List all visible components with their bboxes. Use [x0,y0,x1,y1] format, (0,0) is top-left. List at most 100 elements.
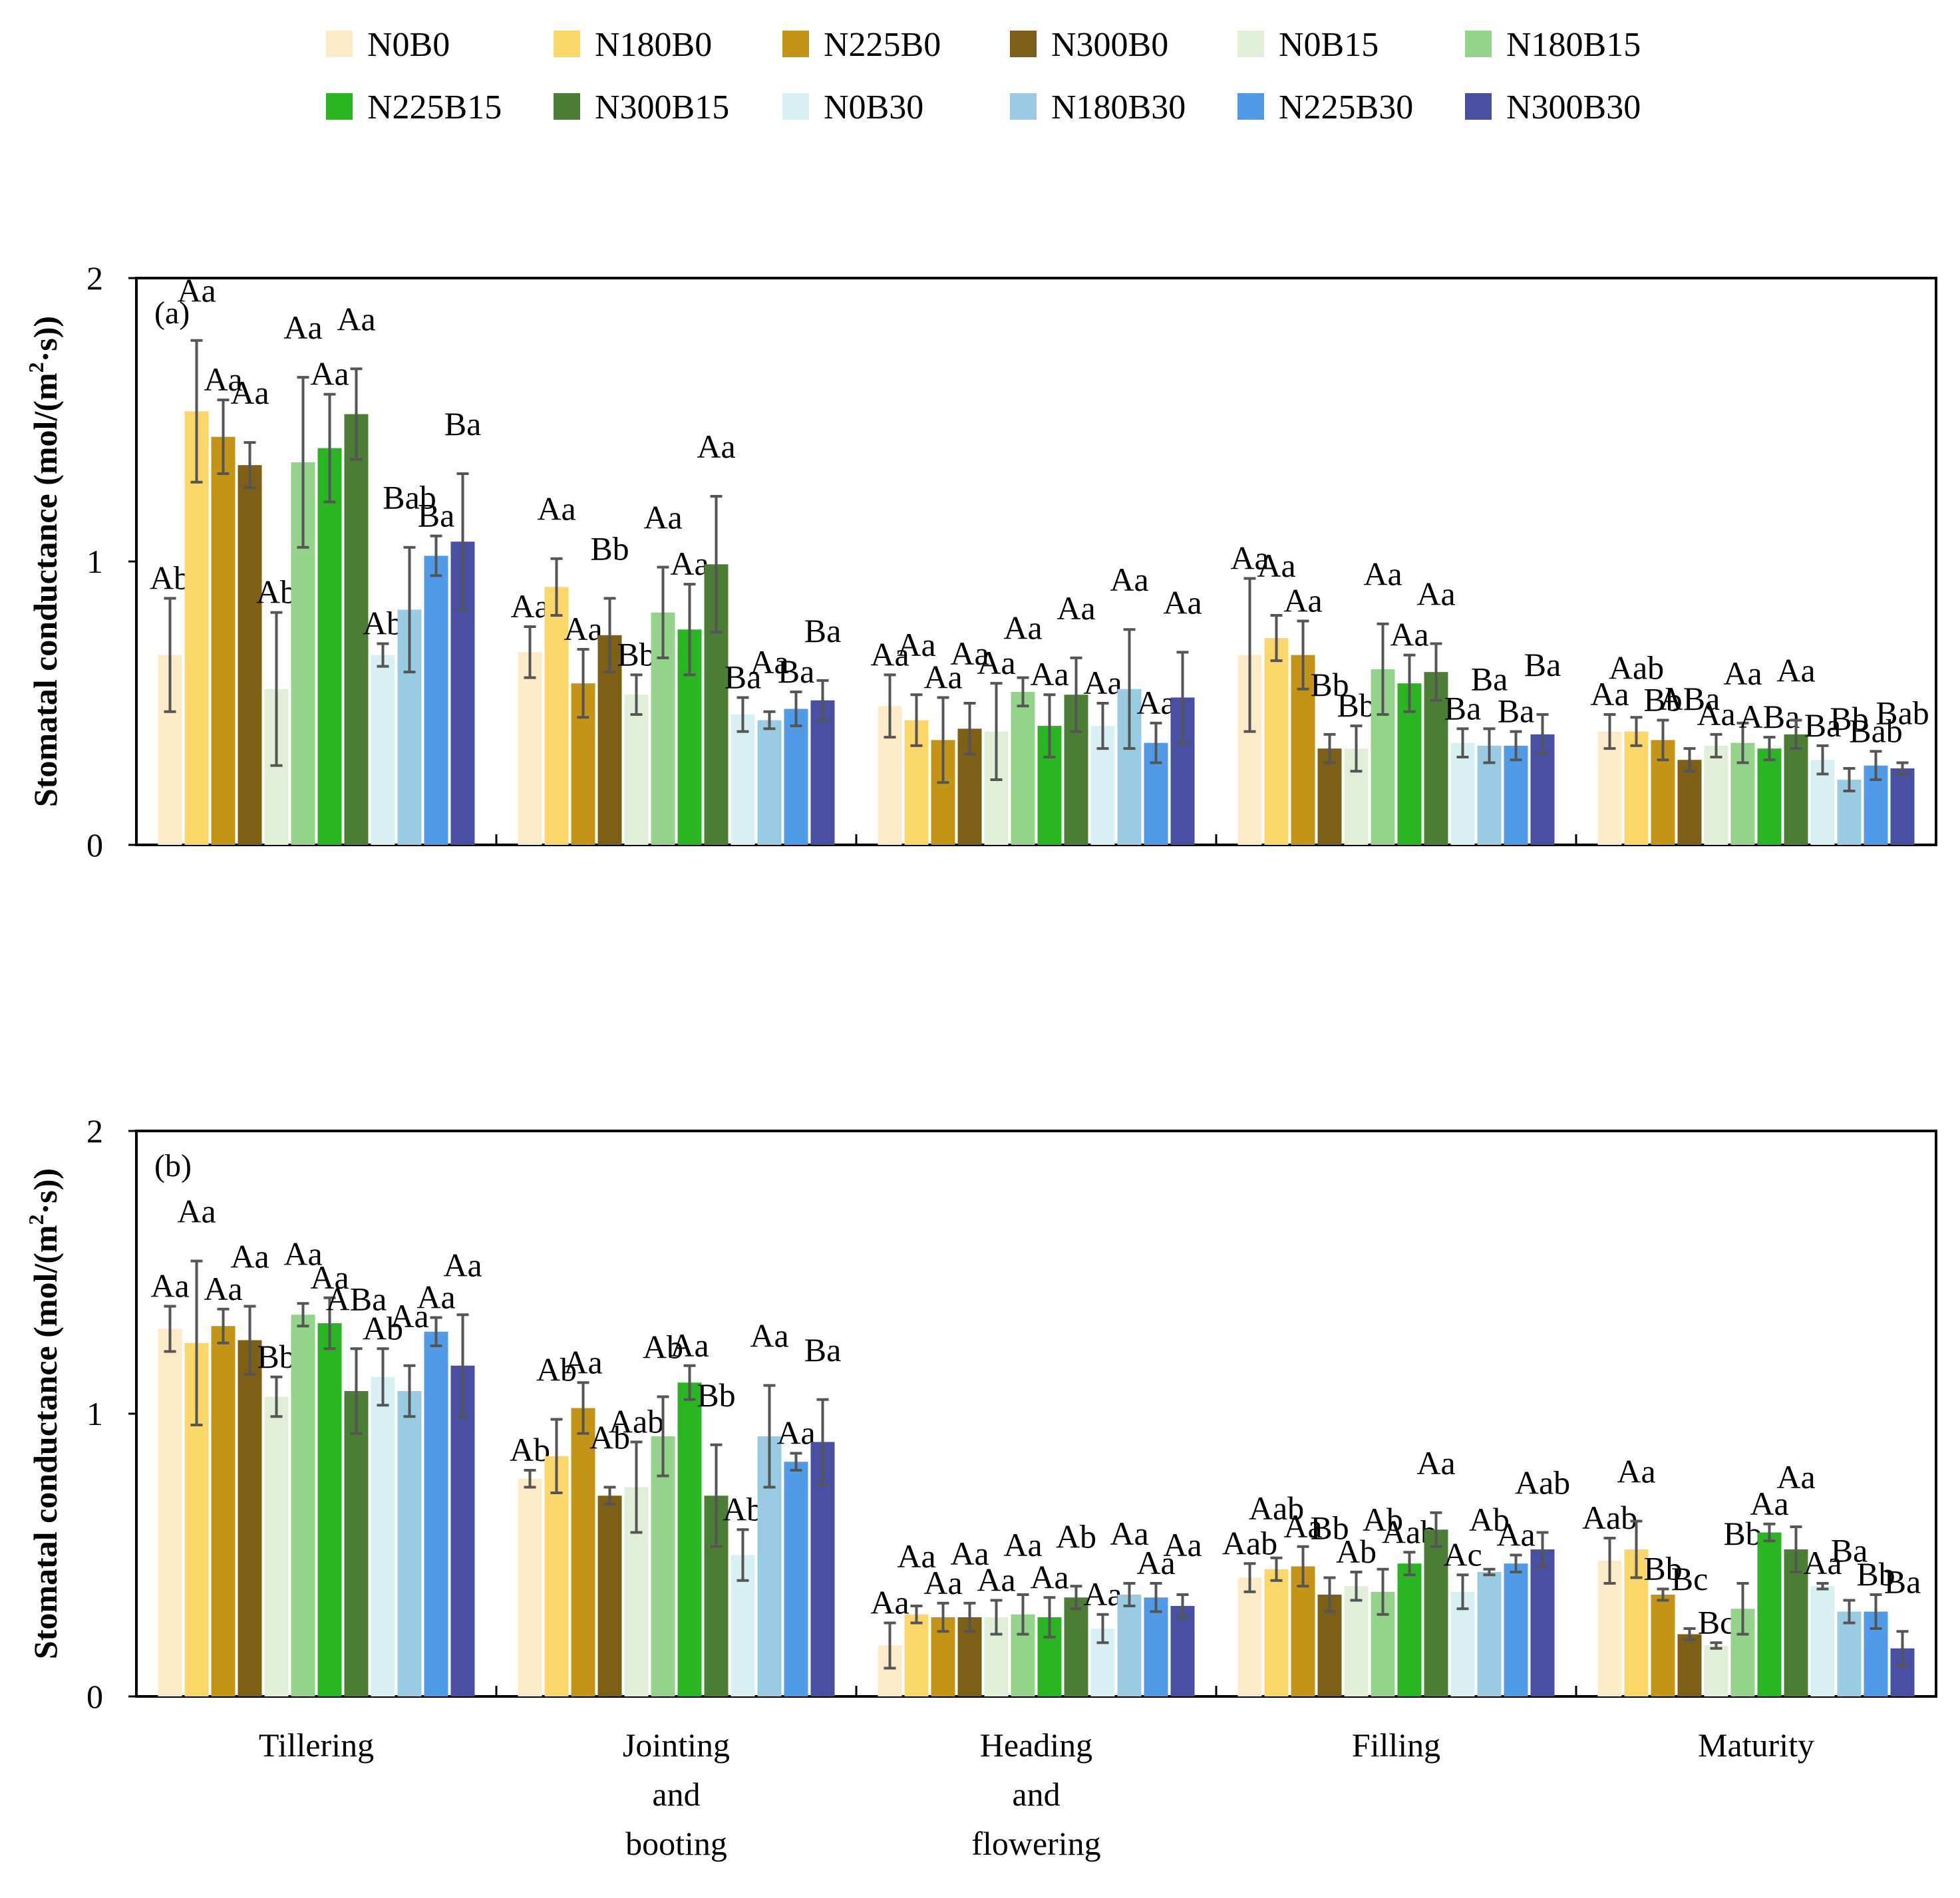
bar-n180b0 [544,1456,569,1696]
significance-label: Aa [750,643,788,681]
bar-n180b30 [1477,1572,1502,1696]
significance-label: Bb [1310,1509,1349,1547]
x-category-label: flowering [971,1825,1100,1862]
significance-label: Aa [337,300,375,337]
bar-n225b15 [1397,1563,1422,1696]
significance-label: Aa [1030,1558,1068,1595]
x-category-label: Maturity [1698,1726,1814,1764]
significance-label: ABa [326,1280,387,1317]
bar-n225b30 [1504,745,1528,845]
x-category-label: and [1012,1776,1060,1813]
significance-label: Aa [1363,555,1402,593]
x-category-label: Jointing [623,1726,730,1764]
significance-label: Ab [1363,1501,1403,1538]
bar-n225b0 [1291,1566,1315,1696]
significance-label: Aa [1496,1516,1535,1553]
significance-label: Bab [383,479,436,516]
significance-label: ABa [1659,680,1720,717]
significance-label: Aa [1030,655,1068,693]
bar-n180b0 [1264,1569,1289,1696]
legend-label: N180B15 [1506,26,1641,64]
legend-swatch [554,31,580,57]
bar-n225b15 [1757,748,1782,845]
bar-n300b15 [344,414,369,845]
bar-n300b0 [238,1340,262,1696]
significance-label: Bb [1337,687,1375,724]
bar-n225b0 [211,436,236,845]
significance-label: Aa [1390,616,1428,653]
legend-swatch [1237,93,1264,120]
significance-label: Aa [204,1270,242,1307]
bar-n300b15 [1424,1529,1448,1696]
significance-label: Aa [1163,1526,1202,1563]
y-tick-label: 2 [86,259,103,297]
significance-label: Bb [257,1338,295,1375]
bar-n300b30 [450,1365,475,1696]
significance-label: Aa [150,1267,189,1305]
significance-label: Ab [723,1490,763,1527]
bar-n180b0 [1624,731,1649,845]
legend: N0B0 N180B0 N225B0 N300B0 N0B15 N180B15 N225B1… [326,26,1641,126]
significance-label: Aa [670,545,709,582]
bar-n0b15 [264,1396,289,1696]
significance-label: Aa [1136,1544,1175,1581]
bar-n0b0 [518,652,542,845]
significance-label: Aab [1609,649,1664,686]
significance-label: Aa [1257,547,1295,584]
x-category-label: and [652,1776,700,1813]
significance-label: Aa [1776,1458,1815,1496]
bar-n225b30 [1504,1563,1528,1696]
legend-item-n0b15: N0B15 [1237,26,1379,64]
legend-label: N300B0 [1051,26,1168,64]
significance-label: Bb [1856,1555,1895,1593]
bar-n300b0 [597,1496,622,1696]
significance-label: Aa [1590,675,1629,712]
bar-n0b30 [1810,1586,1835,1696]
bar-n225b30 [784,709,808,845]
significance-label: Aa [776,1414,815,1452]
significance-label: Ba [1471,660,1508,697]
significance-label: Aa [697,428,735,465]
significance-label: Ba [804,1331,842,1368]
significance-label: Ab [1336,1533,1377,1570]
significance-label: Bab [1849,712,1903,749]
significance-label: ABa [1739,698,1800,735]
legend-item-n225b0: N225B0 [782,26,941,64]
significance-label: Ba [418,497,455,534]
significance-label: Aa [1803,1544,1842,1581]
significance-label: Aa [510,587,549,625]
significance-label: Aa [1230,540,1269,577]
significance-label: Aa [310,1259,349,1296]
bar-n300b0 [1677,1634,1702,1696]
legend-label: N180B30 [1051,88,1186,126]
y-tick-label: 1 [86,543,103,580]
x-category-label: booting [625,1825,727,1862]
significance-label: Aa [1776,652,1815,689]
significance-label: Aa [1617,1453,1655,1490]
bar-n180b0 [1264,638,1289,845]
significance-label: Aa [177,272,216,309]
legend-swatch [1237,31,1264,57]
bar-n0b30 [371,1376,395,1696]
bar-n0b30 [731,714,755,845]
legend-item-n300b30: N300B30 [1465,88,1641,126]
bar-n300b15 [1064,1597,1088,1696]
bar-n180b30 [1837,1611,1862,1696]
bar-n225b15 [677,1382,702,1696]
bar-n225b30 [424,555,448,845]
legend-swatch [1010,31,1037,57]
bar-n300b30 [1890,768,1915,845]
legend-swatch [782,93,809,120]
significance-label: Aab [1222,1524,1277,1561]
significance-label: Ab [510,1431,550,1468]
significance-label: Ab [256,573,297,611]
significance-label: Ab [589,1419,630,1456]
bar-n180b30 [1117,1595,1142,1696]
significance-label: Bb [697,1376,735,1414]
bar-n0b0 [1237,1577,1262,1696]
significance-label: Bc [1698,1603,1735,1641]
significance-label: Aab [1582,1499,1637,1536]
significance-label: Ba [444,405,482,442]
significance-label: Aa [283,309,322,346]
